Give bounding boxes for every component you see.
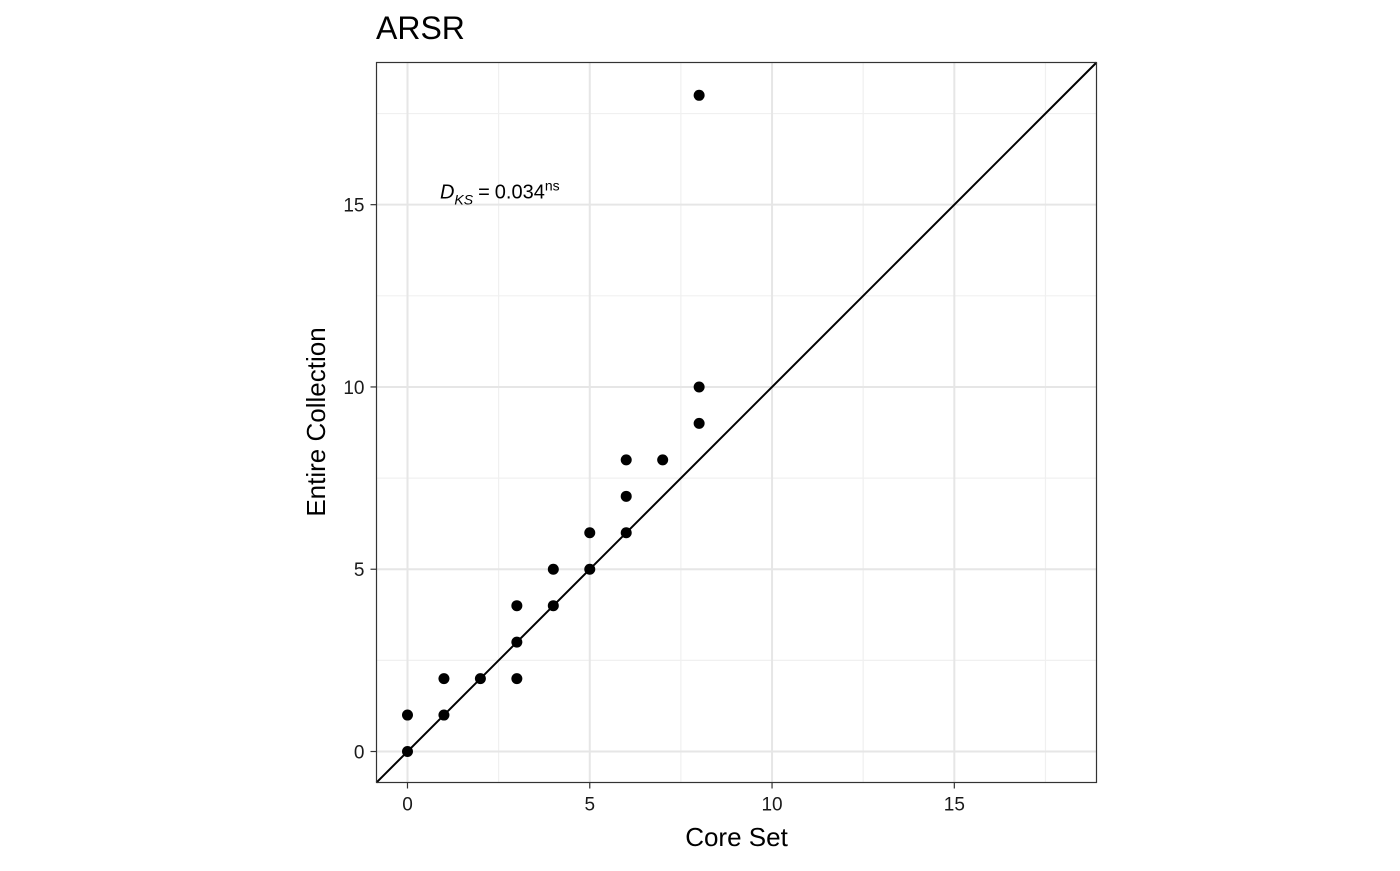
data-point bbox=[401, 709, 413, 721]
y-tick-label: 10 bbox=[343, 378, 364, 399]
chart-title: ARSR bbox=[376, 10, 465, 46]
y-tick-label: 5 bbox=[354, 560, 365, 581]
major-gridlines bbox=[376, 62, 1097, 783]
plot-border bbox=[375, 61, 1098, 784]
ks-symbol: D bbox=[440, 182, 454, 204]
data-point bbox=[511, 600, 523, 612]
data-point bbox=[657, 454, 669, 466]
data-point bbox=[693, 417, 705, 429]
x-tick-label: 15 bbox=[944, 795, 965, 816]
y-tick-label: 15 bbox=[343, 196, 364, 217]
data-point bbox=[438, 709, 450, 721]
data-point bbox=[438, 673, 450, 685]
data-point bbox=[511, 673, 523, 685]
x-tick-label: 5 bbox=[584, 795, 595, 816]
data-points bbox=[401, 89, 705, 758]
data-point bbox=[693, 381, 705, 393]
y-tick-label: 0 bbox=[354, 743, 365, 764]
data-point bbox=[511, 636, 523, 648]
ks-statistic-annotation: DKS = 0.034ns bbox=[440, 178, 560, 208]
data-point bbox=[584, 563, 596, 575]
data-point bbox=[547, 563, 559, 575]
data-point bbox=[620, 527, 632, 539]
data-point bbox=[620, 490, 632, 502]
y-axis-ticks: 0 5 10 15 bbox=[343, 196, 377, 764]
ks-superscript: ns bbox=[545, 178, 560, 194]
x-axis-title: Core Set bbox=[685, 822, 788, 852]
x-tick-label: 10 bbox=[761, 795, 782, 816]
identity-reference-line bbox=[375, 61, 1098, 784]
minor-gridlines bbox=[376, 62, 1097, 783]
data-point bbox=[620, 454, 632, 466]
data-point bbox=[474, 673, 486, 685]
y-axis-title: Entire Collection bbox=[301, 327, 331, 516]
ks-value: 0.034 bbox=[495, 182, 545, 204]
data-point bbox=[584, 527, 596, 539]
x-tick-label: 0 bbox=[402, 795, 413, 816]
data-point bbox=[401, 746, 413, 758]
ks-subscript: KS bbox=[454, 192, 473, 208]
x-axis-ticks: 0 5 10 15 bbox=[402, 782, 965, 816]
data-point bbox=[547, 600, 559, 612]
ks-equals: = bbox=[478, 182, 490, 204]
data-point bbox=[693, 89, 705, 101]
